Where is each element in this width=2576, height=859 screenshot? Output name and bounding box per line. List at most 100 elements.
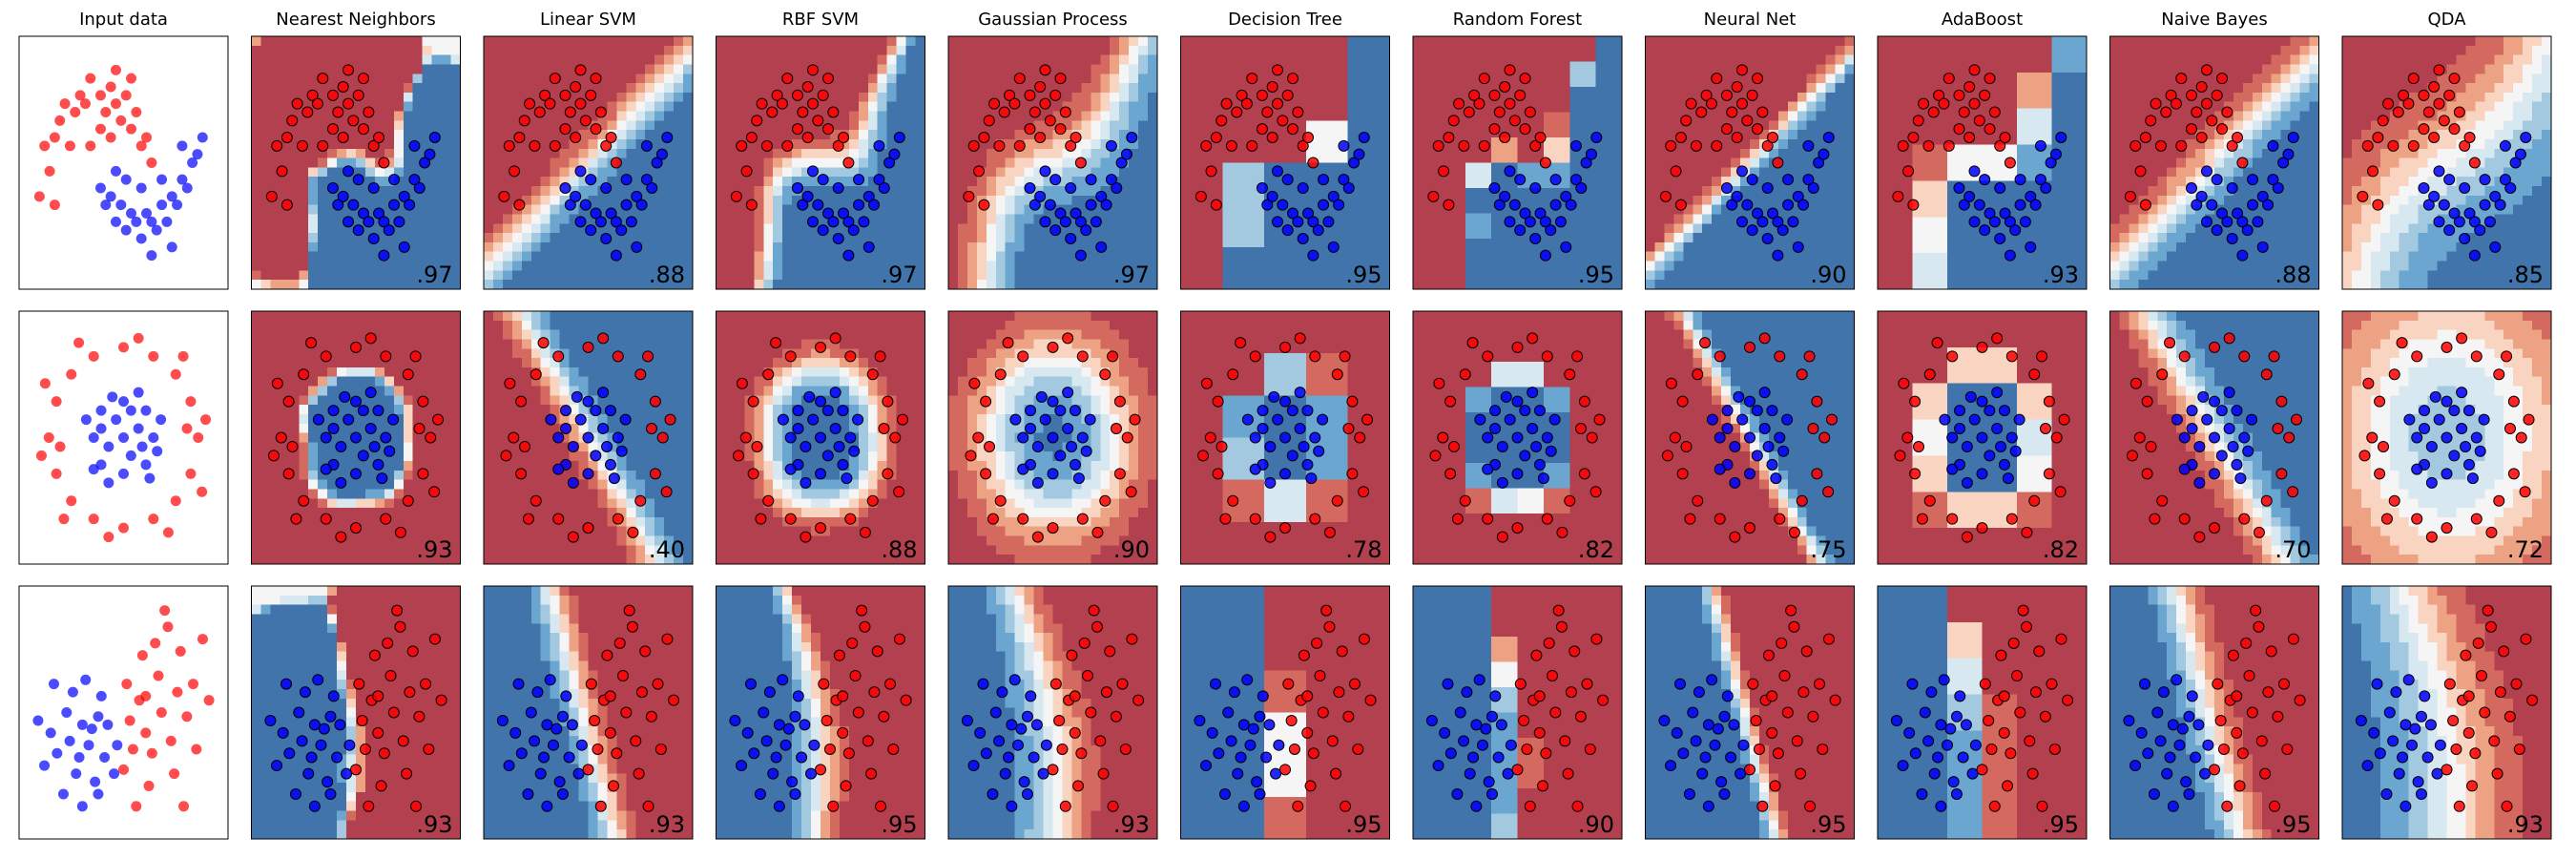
decision-region: [2437, 73, 2448, 84]
decision-region: [1982, 36, 2018, 73]
decision-region: [782, 270, 793, 281]
decision-region: [801, 64, 812, 74]
decision-region: [725, 92, 737, 103]
decision-region: [327, 261, 338, 271]
decision-region: [2513, 64, 2524, 74]
decision-region: [1844, 54, 1856, 66]
data-point: [776, 97, 788, 110]
decision-region: [966, 130, 978, 140]
decision-region: [588, 270, 599, 281]
decision-region: [2418, 233, 2429, 243]
decision-region: [995, 167, 1007, 178]
data-point: [51, 396, 62, 408]
decision-region: [1844, 214, 1856, 224]
decision-region: [1777, 204, 1789, 216]
data-point: [170, 495, 181, 507]
decision-region: [1005, 223, 1016, 234]
decision-region: [530, 101, 542, 113]
data-point: [1731, 190, 1743, 202]
decision-region: [260, 204, 272, 216]
data-point: [2514, 148, 2526, 160]
data-point: [1580, 157, 1592, 169]
decision-region: [2389, 233, 2400, 243]
decision-region: [1835, 101, 1846, 113]
decision-region: [1835, 54, 1846, 66]
data-point: [2236, 216, 2249, 228]
decision-region: [530, 92, 542, 103]
decision-region: [2475, 45, 2485, 56]
decision-region: [2157, 101, 2168, 113]
decision-region: [616, 280, 627, 290]
panel-frame: [1180, 35, 1390, 290]
data-point: [579, 115, 592, 127]
decision-region: [2214, 261, 2225, 271]
decision-region: [511, 177, 523, 187]
decision-region: [2205, 83, 2215, 94]
decision-region: [1712, 177, 1722, 187]
decision-region: [346, 73, 357, 84]
decision-region: [2379, 157, 2391, 169]
decision-region: [2252, 45, 2263, 56]
decision-region: [530, 270, 542, 281]
data-point: [513, 132, 526, 143]
data-point: [893, 132, 905, 143]
decision-region: [782, 233, 793, 243]
data-point: [105, 81, 116, 93]
decision-region: [403, 214, 414, 224]
panel: .97: [716, 35, 926, 290]
decision-region: [2205, 186, 2215, 197]
data-point: [192, 149, 203, 160]
decision-region: [839, 138, 850, 150]
decision-region: [821, 270, 831, 281]
decision-region: [2138, 241, 2149, 253]
decision-region: [578, 148, 590, 159]
decision-region: [2214, 241, 2225, 253]
decision-region: [1787, 73, 1798, 84]
decision-region: [2542, 45, 2552, 56]
decision-region: [1062, 157, 1073, 169]
decision-region: [1005, 251, 1016, 262]
data-point: [1054, 123, 1067, 136]
decision-region: [645, 83, 655, 94]
decision-region: [251, 223, 262, 234]
decision-region: [1721, 130, 1732, 140]
decision-region: [2408, 54, 2420, 66]
data-point: [1307, 249, 1319, 262]
decision-region: [1835, 280, 1846, 290]
data-point: [352, 89, 364, 101]
decision-region: [1683, 251, 1693, 262]
decision-region: [1768, 54, 1779, 66]
decision-region: [393, 45, 405, 56]
decision-region: [2494, 83, 2504, 94]
data-point: [1731, 81, 1743, 93]
decision-region: [2342, 130, 2353, 140]
decision-region: [364, 54, 376, 66]
decision-region: [260, 73, 272, 84]
decision-region: [1664, 280, 1674, 290]
decision-region: [645, 101, 655, 113]
decision-region: [957, 148, 968, 159]
decision-region: [811, 157, 821, 169]
decision-region: [782, 83, 793, 94]
decision-region: [1721, 64, 1732, 74]
decision-region: [858, 223, 869, 234]
decision-region: [260, 186, 272, 197]
data-point: [1443, 199, 1455, 211]
decision-region: [270, 92, 280, 103]
data-point: [812, 199, 824, 211]
decision-region: [1129, 214, 1139, 224]
decision-region: [1129, 120, 1139, 131]
decision-region: [2186, 111, 2196, 121]
decision-region: [801, 214, 812, 224]
decision-region: [716, 64, 727, 74]
panel-frame: [2109, 35, 2319, 290]
decision-region: [839, 45, 850, 56]
data-point: [1090, 216, 1102, 228]
column-title: Linear SVM: [540, 10, 636, 30]
decision-region: [1645, 73, 1656, 84]
decision-region: [792, 64, 802, 74]
decision-region: [1693, 45, 1703, 56]
decision-region: [2503, 73, 2514, 84]
decision-region: [1740, 280, 1751, 290]
decision-region: [2195, 177, 2206, 187]
